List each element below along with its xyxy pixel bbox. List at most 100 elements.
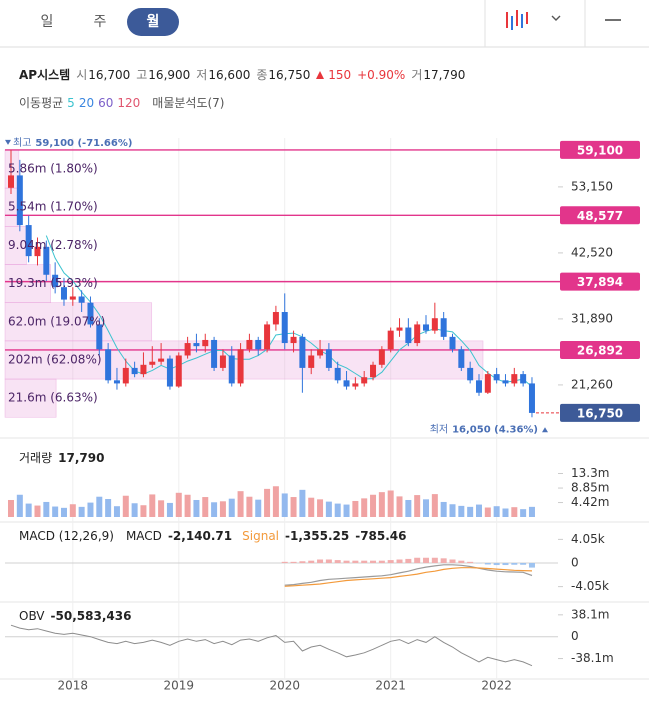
candle-body — [317, 349, 324, 356]
obv-line — [10, 624, 533, 667]
macd-histogram-bar — [423, 557, 430, 563]
stock-name: AP시스템 — [19, 68, 71, 82]
volume-bar — [158, 500, 165, 517]
macd-histogram-bar — [378, 560, 385, 563]
volume-bar — [113, 506, 120, 517]
quote-label: 고 — [136, 68, 148, 82]
volume-bar — [272, 486, 279, 517]
candle-body — [211, 339, 218, 368]
tab[interactable]: 월 — [127, 8, 179, 36]
candle-body — [308, 355, 315, 368]
y-tick-label: 8.85m — [571, 481, 609, 495]
macd-histogram-bar — [370, 560, 377, 563]
volume-bar — [34, 505, 41, 517]
volume-bar — [25, 503, 32, 517]
volume-bar — [78, 506, 85, 517]
macd-histogram-bar — [405, 558, 412, 563]
macd-line — [284, 567, 533, 587]
candle-body — [25, 225, 32, 257]
macd-histogram-bar — [440, 558, 447, 563]
tab[interactable]: 주 — [93, 14, 107, 30]
candle-body — [325, 349, 332, 368]
volume-profile-label: 9.04m (2.78%) — [8, 238, 98, 252]
candle-body — [43, 246, 50, 275]
volume-bar — [317, 499, 324, 517]
candle-body — [149, 361, 156, 365]
quote-item: 시16,700 — [76, 66, 130, 83]
candle-body — [219, 355, 226, 368]
quote-row: AP시스템 시16,700 고16,900 저16,600 종16,750 15… — [19, 66, 465, 83]
y-tick-label: 4.42m — [571, 495, 609, 509]
y-tick-label: -4.05k — [571, 579, 609, 593]
candle-body — [528, 383, 535, 413]
volume-profile-label: 5.86m (1.80%) — [8, 162, 98, 176]
volume-bar — [202, 497, 209, 517]
volume-bar — [458, 505, 465, 517]
quote-item: 고16,900 — [136, 66, 190, 83]
volume-bar — [431, 494, 438, 517]
candle-body — [449, 336, 456, 350]
macd-histogram-bar — [493, 563, 500, 566]
change: 150 — [316, 68, 351, 82]
candle-body — [281, 312, 288, 344]
candle-body — [502, 380, 509, 384]
volume-bar — [105, 499, 112, 517]
volume-bar — [140, 505, 147, 517]
y-tick-label: 38.1m — [571, 607, 609, 621]
candle-body — [246, 339, 253, 350]
up-arrow — [316, 70, 325, 79]
candle-body — [8, 175, 14, 188]
macd-histogram-bar — [290, 561, 297, 563]
y-tick-label: 21,260 — [571, 377, 613, 391]
chart-type-button[interactable] — [506, 10, 561, 30]
candle-body — [96, 324, 103, 350]
candle-body — [396, 327, 403, 331]
volume-bar — [484, 507, 491, 517]
volume-profile-bar — [4, 264, 51, 303]
low-marker-text: 16,050 (4.36%) — [452, 424, 538, 435]
macd-histogram-bar — [528, 563, 535, 568]
macd-histogram-bar — [387, 560, 394, 563]
volume-bar — [290, 497, 297, 517]
up-arrow — [542, 427, 548, 433]
candle-body — [440, 318, 447, 337]
chevron — [551, 15, 561, 21]
high-marker-text: 59,100 (-71.66%) — [35, 138, 132, 149]
volume-bar — [414, 495, 421, 517]
volume-bar — [52, 506, 59, 517]
volume-bar — [396, 496, 403, 517]
indicator-row: 이동평균 5 20 60 120 매물분석도(7) — [19, 94, 224, 111]
macd-histogram-bar — [325, 559, 332, 563]
volume-bar — [467, 506, 474, 517]
current-price-tag — [560, 403, 640, 422]
candle-body — [458, 349, 465, 368]
volume-bar — [264, 488, 271, 517]
quote-value: 16,900 — [148, 68, 191, 82]
candle-body — [184, 343, 191, 356]
quote-value: 16,700 — [88, 68, 131, 82]
volume-profile-label: 5.54m (1.70%) — [8, 200, 98, 214]
candle-body — [361, 377, 368, 384]
volume-bar — [361, 498, 368, 517]
quote-item: 저16,600 — [196, 66, 250, 83]
volume-profile-label: 202m (62.08%) — [8, 352, 102, 366]
volume-profile-bar — [4, 378, 57, 418]
histogram-value: -785.46 — [355, 529, 407, 543]
macd-histogram-bar — [281, 561, 288, 563]
volume-bar — [184, 494, 191, 517]
y-tick-label: 53,150 — [571, 179, 613, 193]
volume-profile-label: 62.0m (19.07%) — [8, 314, 105, 328]
candle-body — [158, 358, 165, 362]
tab[interactable]: 일 — [40, 14, 54, 30]
volume-bar — [423, 499, 430, 517]
volume-bar — [511, 507, 518, 517]
candle-body — [405, 327, 412, 344]
candle-body — [493, 374, 500, 381]
volume-bar — [43, 501, 50, 517]
moving-average-line — [45, 235, 533, 388]
candle-body — [272, 312, 279, 325]
volume-title: 거래량 17,790 — [19, 449, 104, 466]
candle-body — [228, 355, 235, 384]
volume-bar — [449, 504, 456, 517]
